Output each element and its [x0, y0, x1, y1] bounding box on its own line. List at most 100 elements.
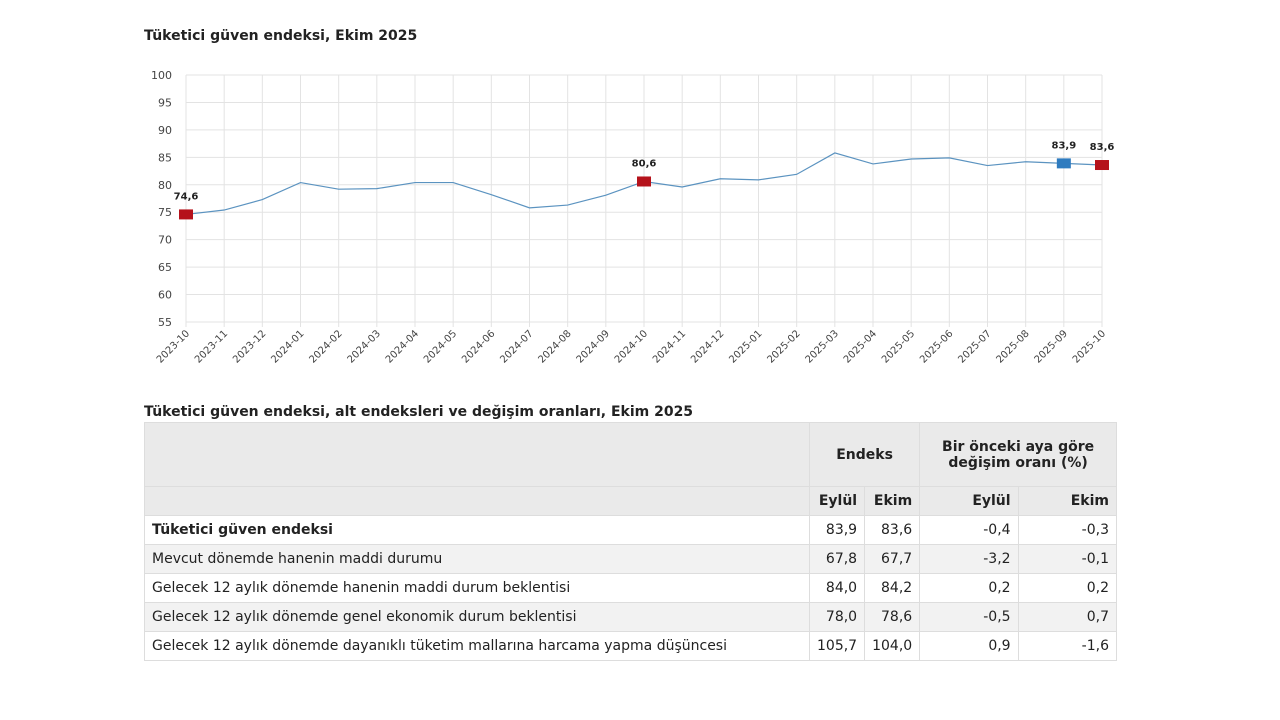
row-label: Gelecek 12 aylık dönemde dayanıklı tüket…	[144, 631, 810, 661]
x-tick-label: 2025-02	[765, 328, 802, 365]
highlight-marker	[179, 209, 193, 220]
x-tick-label: 2023-12	[231, 328, 268, 365]
x-tick-label: 2024-05	[422, 328, 459, 365]
row-value: 84,0	[808, 573, 866, 603]
y-tick-label: 75	[158, 206, 172, 219]
data-point	[909, 157, 913, 161]
row-value: 67,8	[808, 544, 866, 574]
x-tick-label: 2023-10	[155, 328, 192, 365]
y-tick-label: 60	[158, 289, 172, 302]
table-row: Gelecek 12 aylık dönemde genel ekonomik …	[144, 602, 1118, 632]
x-tick-label: 2024-06	[460, 328, 497, 365]
y-tick-label: 95	[158, 96, 172, 109]
row-value: -0,5	[919, 602, 1019, 632]
data-point	[337, 187, 341, 191]
x-tick-label: 2024-10	[613, 328, 650, 365]
x-tick-label: 2024-09	[575, 328, 612, 365]
data-point	[986, 164, 990, 168]
data-label: 83,9	[1051, 140, 1076, 151]
x-tick-label: 2024-02	[307, 328, 344, 365]
x-tick-label: 2024-04	[384, 328, 421, 365]
x-tick-label: 2023-11	[193, 328, 230, 365]
row-value: -3,2	[919, 544, 1019, 574]
y-tick-label: 80	[158, 179, 172, 192]
row-value: -0,1	[1017, 544, 1118, 574]
x-tick-label: 2025-10	[1071, 328, 1108, 365]
table-row: Gelecek 12 aylık dönemde hanenin maddi d…	[144, 573, 1118, 603]
data-point	[795, 172, 799, 176]
row-value: 0,2	[1017, 573, 1118, 603]
data-point	[299, 181, 303, 185]
y-tick-label: 70	[158, 234, 172, 247]
row-value: -0,3	[1017, 515, 1118, 545]
x-tick-label: 2024-11	[651, 328, 688, 365]
row-value: 0,2	[919, 573, 1019, 603]
data-label: 80,6	[632, 158, 657, 169]
data-point	[375, 187, 379, 191]
x-tick-label: 2025-07	[956, 328, 993, 365]
row-value: 78,0	[808, 602, 866, 632]
sub-header: Ekim	[864, 486, 921, 516]
header-change: Bir önceki aya göre değişim oranı (%)	[919, 422, 1117, 487]
table-row: Gelecek 12 aylık dönemde dayanıklı tüket…	[144, 631, 1118, 661]
data-point	[947, 156, 951, 160]
y-tick-label: 85	[158, 151, 172, 164]
x-tick-label: 2025-01	[727, 328, 764, 365]
row-value: 105,7	[808, 631, 866, 661]
x-tick-label: 2025-04	[842, 328, 879, 365]
data-label: 83,6	[1090, 142, 1115, 153]
row-label: Gelecek 12 aylık dönemde genel ekonomik …	[144, 602, 810, 632]
highlight-marker	[1095, 160, 1109, 171]
row-value: 83,6	[864, 515, 921, 545]
y-tick-label: 90	[158, 124, 172, 137]
x-tick-label: 2025-05	[880, 328, 917, 365]
y-tick-label: 100	[151, 69, 172, 82]
chart-title: Tüketici güven endeksi, Ekim 2025	[144, 28, 418, 44]
sub-header: Eylül	[808, 486, 866, 516]
data-point	[718, 177, 722, 181]
header-endeks: Endeks	[808, 422, 921, 487]
table-title: Tüketici güven endeksi, alt endeksleri v…	[144, 404, 694, 420]
data-point	[680, 185, 684, 189]
data-point	[451, 181, 455, 185]
data-point	[566, 203, 570, 207]
line-chart: 55 60 65 70 75 80 85 90 95 100 2023-10 2023-11 2023-…	[151, 69, 1115, 366]
row-value: 84,2	[864, 573, 921, 603]
data-point	[528, 206, 532, 210]
table-row: Mevcut dönemde hanenin maddi durumu 67,8 6…	[144, 544, 1118, 574]
row-value: 78,6	[864, 602, 921, 632]
row-value: 104,0	[864, 631, 921, 661]
row-label: Gelecek 12 aylık dönemde hanenin maddi d…	[144, 573, 810, 603]
y-tick-label: 65	[158, 261, 172, 274]
row-label: Mevcut dönemde hanenin maddi durumu	[144, 544, 810, 574]
x-tick-label: 2024-07	[498, 328, 535, 365]
x-tick-label: 2024-01	[269, 328, 306, 365]
table-row: Tüketici güven endeksi 83,9 83,6 -0,4 -0,3	[144, 515, 1118, 545]
x-tick-label: 2025-08	[994, 328, 1031, 365]
highlight-marker	[1056, 158, 1071, 169]
data-point	[1024, 160, 1028, 164]
data-point	[871, 162, 875, 166]
data-point	[489, 193, 493, 197]
x-tick-label: 2025-06	[918, 328, 955, 365]
x-tick-label: 2024-12	[689, 328, 726, 365]
x-tick-label: 2024-03	[346, 328, 383, 365]
row-value: -0,4	[919, 515, 1019, 545]
y-tick-label: 55	[158, 316, 172, 329]
row-value: -1,6	[1017, 631, 1118, 661]
data-point	[413, 181, 417, 185]
index-table: Endeks Bir önceki aya göre değişim oranı …	[144, 422, 1118, 661]
data-point	[757, 178, 761, 182]
sub-header: Ekim	[1017, 486, 1118, 516]
data-label: 74,6	[174, 191, 199, 202]
sub-header: Eylül	[919, 486, 1019, 516]
row-value: 83,9	[808, 515, 866, 545]
x-tick-label: 2024-08	[536, 328, 573, 365]
data-point	[260, 198, 264, 202]
row-value: 67,7	[864, 544, 921, 574]
x-tick-label: 2025-03	[804, 328, 841, 365]
row-value: 0,9	[919, 631, 1019, 661]
data-point	[604, 193, 608, 197]
row-label: Tüketici güven endeksi	[144, 515, 810, 545]
row-value: 0,7	[1017, 602, 1118, 632]
